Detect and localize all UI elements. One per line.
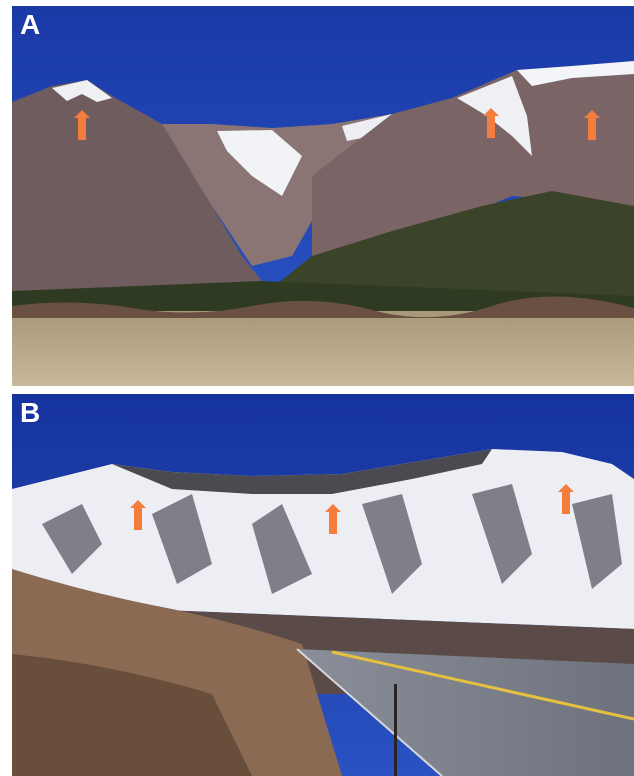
landscape-photo-a bbox=[12, 6, 634, 386]
arrow-up-icon bbox=[483, 108, 499, 138]
forested-hill bbox=[262, 191, 634, 306]
cirque-snow-2 bbox=[342, 114, 392, 141]
road-shoulder bbox=[296, 648, 443, 776]
arrow-up-icon bbox=[74, 110, 90, 140]
arrow-up-icon bbox=[130, 500, 146, 530]
brush-shadow bbox=[12, 654, 252, 776]
arrow-up-icon bbox=[325, 504, 341, 534]
rock-streaks bbox=[42, 484, 622, 594]
road bbox=[297, 649, 634, 776]
shrub-line bbox=[12, 296, 634, 318]
photo-panel-a: A bbox=[12, 6, 634, 386]
panel-label: B bbox=[20, 397, 41, 428]
left-peak bbox=[12, 80, 262, 296]
left-peak-snow bbox=[52, 80, 112, 102]
marker-arrows-a bbox=[74, 108, 600, 140]
meadow bbox=[12, 311, 634, 386]
forest-band bbox=[12, 281, 634, 311]
panel-label: A bbox=[20, 9, 41, 40]
road-center-line bbox=[331, 650, 634, 721]
marker-arrows-b bbox=[130, 484, 574, 534]
landscape-photo-b bbox=[12, 394, 634, 776]
ridge-trees bbox=[112, 449, 492, 494]
right-ridge-snow bbox=[517, 61, 634, 86]
arrow-up-icon bbox=[558, 484, 574, 514]
arrow-up-icon bbox=[584, 110, 600, 140]
fence-post bbox=[394, 684, 397, 776]
right-ridge bbox=[312, 61, 634, 256]
photo-panel-b: B bbox=[12, 394, 634, 776]
cirque-snow bbox=[217, 130, 302, 196]
